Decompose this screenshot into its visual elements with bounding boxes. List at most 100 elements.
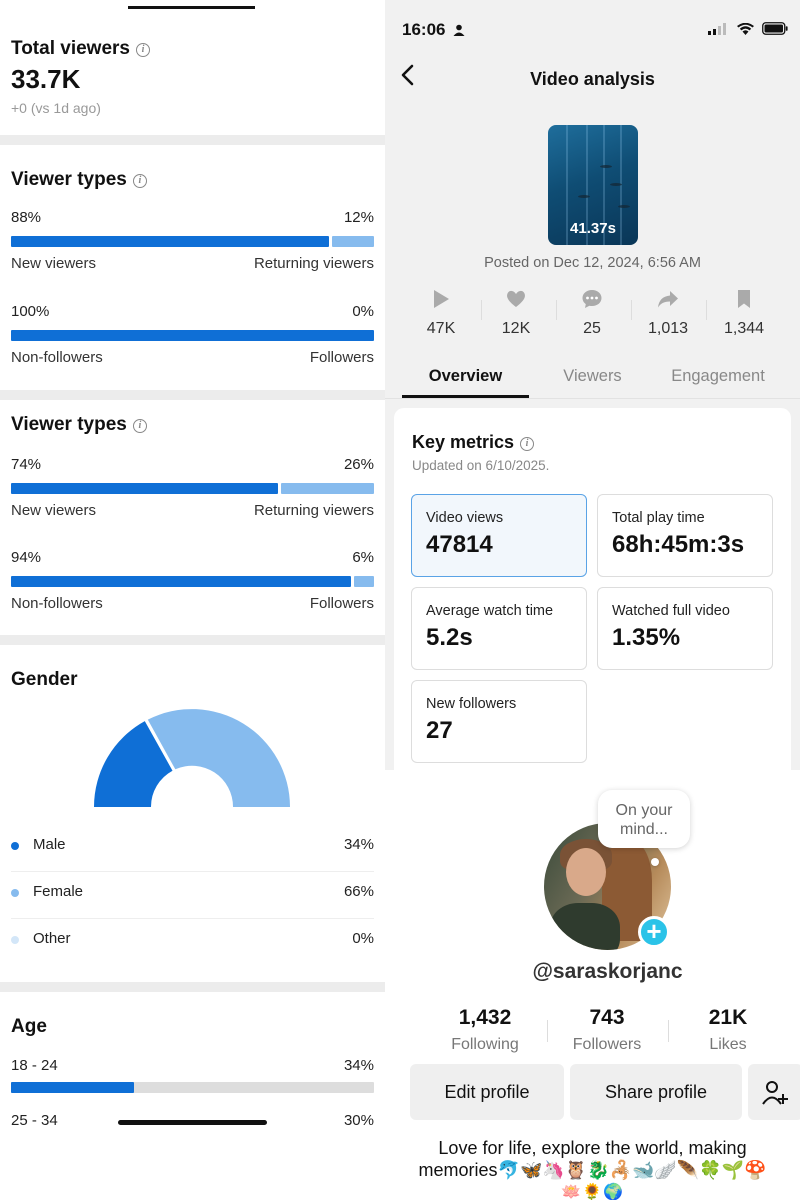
stat-likes: 12K: [478, 288, 554, 338]
info-icon[interactable]: i: [520, 437, 535, 451]
video-thumbnail[interactable]: 41.37s: [548, 125, 638, 245]
posted-date: Posted on Dec 12, 2024, 6:56 AM: [484, 255, 701, 271]
right-label: Followers: [309, 349, 374, 366]
right-label: Followers: [309, 595, 374, 612]
split-bar: [11, 330, 374, 341]
legend-row-male: Male 34%: [11, 826, 374, 872]
viewer-types-title: Viewer types i: [11, 169, 147, 191]
share-profile-button[interactable]: Share profile: [570, 1064, 742, 1120]
legend-row-other: Other 0%: [11, 920, 374, 966]
split-bar: [11, 236, 374, 247]
legend-dot: [11, 936, 19, 944]
age-bar-track: [11, 1082, 374, 1093]
split-bar: [11, 576, 374, 587]
age-range: 18 - 24: [11, 1057, 58, 1074]
edit-profile-button[interactable]: Edit profile: [410, 1064, 564, 1120]
viewer-types-title: Viewer types i: [11, 414, 147, 436]
wifi-icon: [736, 22, 754, 35]
active-tab-indicator: [402, 395, 529, 398]
video-analysis-panel: 16:06 Video analysis: [385, 0, 800, 770]
profile-stat-followers[interactable]: 743 Followers: [572, 1006, 642, 1053]
share-icon: [658, 291, 678, 308]
right-percent: 12%: [343, 209, 374, 226]
video-duration: 41.37s: [570, 220, 616, 237]
viewer-types-card-2: Viewer types i 74% 26% New viewers Return…: [0, 400, 385, 635]
legend-value: 0%: [352, 930, 374, 947]
age-title: Age: [11, 1016, 47, 1037]
analytics-left-panel: Total viewers i 33.7K +0 (vs 1d ago) View…: [0, 0, 385, 1200]
metric-video-views[interactable]: Video views 47814: [411, 494, 587, 577]
tab-overview[interactable]: Overview: [428, 367, 503, 385]
left-percent: 74%: [11, 456, 42, 473]
right-label: Returning viewers: [253, 502, 374, 519]
left-percent: 100%: [11, 303, 50, 320]
age-value: 30%: [343, 1112, 374, 1129]
signal-icon: [708, 23, 727, 35]
add-person-icon: [761, 1081, 788, 1105]
total-viewers-card: Total viewers i 33.7K +0 (vs 1d ago): [0, 0, 385, 135]
info-icon[interactable]: i: [132, 174, 147, 188]
legend-name: Female: [33, 883, 84, 900]
gender-title: Gender: [11, 669, 78, 690]
chevron-left-icon: [401, 64, 414, 86]
bar-segment-returning: [332, 236, 374, 247]
bar-segment-returning: [281, 483, 374, 494]
home-indicator[interactable]: [118, 1120, 267, 1125]
total-viewers-change: +0 (vs 1d ago): [11, 100, 101, 116]
stat-comments: 25: [554, 288, 630, 338]
status-bubble[interactable]: On your mind...: [598, 790, 690, 848]
analysis-tabs: Overview Viewers Engagement: [385, 358, 800, 399]
status-icons: [708, 22, 788, 40]
key-metrics-card: Key metrics i Updated on 6/10/2025. Video…: [394, 408, 791, 770]
age-value: 34%: [343, 1057, 374, 1074]
legend-row-female: Female 66%: [11, 873, 374, 919]
stat-saves: 1,344: [706, 288, 782, 338]
back-button[interactable]: [399, 62, 417, 92]
left-percent: 94%: [11, 549, 42, 566]
gender-arc-female: [147, 709, 290, 807]
bar-segment-new: [11, 236, 329, 247]
right-percent: 26%: [343, 456, 374, 473]
add-story-button[interactable]: +: [638, 916, 670, 948]
profile-stat-likes[interactable]: 21K Likes: [708, 1006, 748, 1053]
legend-name: Male: [33, 836, 66, 853]
age-card: Age 18 - 24 34% 25 - 34 30%: [0, 992, 385, 1200]
age-bar: [11, 1082, 374, 1093]
play-icon: [434, 290, 449, 308]
right-label: Returning viewers: [253, 255, 374, 272]
gender-card: Gender Male 34% Female 66% Other 0%: [0, 645, 385, 982]
left-label: New viewers: [11, 255, 97, 272]
metric-total-play-time[interactable]: Total play time 68h:45m:3s: [597, 494, 773, 577]
person-icon: [453, 24, 465, 36]
stat-shares: 1,013: [630, 288, 706, 338]
metric-average-watch-time[interactable]: Average watch time 5.2s: [411, 587, 587, 670]
right-percent: 6%: [352, 549, 374, 566]
tab-engagement[interactable]: Engagement: [671, 367, 765, 385]
bar-segment-nonfollowers: [11, 576, 351, 587]
bar-segment-followers: [354, 576, 374, 587]
key-metrics-updated: Updated on 6/10/2025.: [412, 458, 550, 473]
bio-emoji-row: 🪷🌻🌍: [561, 1184, 624, 1200]
gender-arc-male: [94, 721, 173, 807]
top-tab-indicator: [128, 6, 255, 9]
info-icon[interactable]: i: [132, 419, 147, 433]
battery-icon: [762, 22, 788, 35]
split-bar: [11, 483, 374, 494]
add-friend-button[interactable]: [748, 1064, 800, 1120]
left-label: Non-followers: [11, 595, 103, 612]
tab-viewers[interactable]: Viewers: [563, 367, 622, 385]
profile-handle: @saraskorjanc: [532, 960, 683, 983]
right-percent: 0%: [352, 303, 374, 320]
legend-name: Other: [33, 930, 71, 947]
bar-segment-new: [11, 483, 278, 494]
bar-segment-nonfollowers: [11, 330, 374, 341]
profile-stat-following[interactable]: 1,432 Following: [451, 1006, 519, 1053]
status-time: 16:06: [402, 20, 465, 40]
metric-watched-full-video[interactable]: Watched full video 1.35%: [597, 587, 773, 670]
viewer-types-card-1: Viewer types i 88% 12% New viewers Return…: [0, 145, 385, 390]
gender-half-donut: [94, 709, 290, 807]
stat-plays: 47K: [403, 288, 479, 338]
left-label: New viewers: [11, 502, 97, 519]
info-icon[interactable]: i: [135, 43, 150, 57]
metric-new-followers[interactable]: New followers 27: [411, 680, 587, 763]
